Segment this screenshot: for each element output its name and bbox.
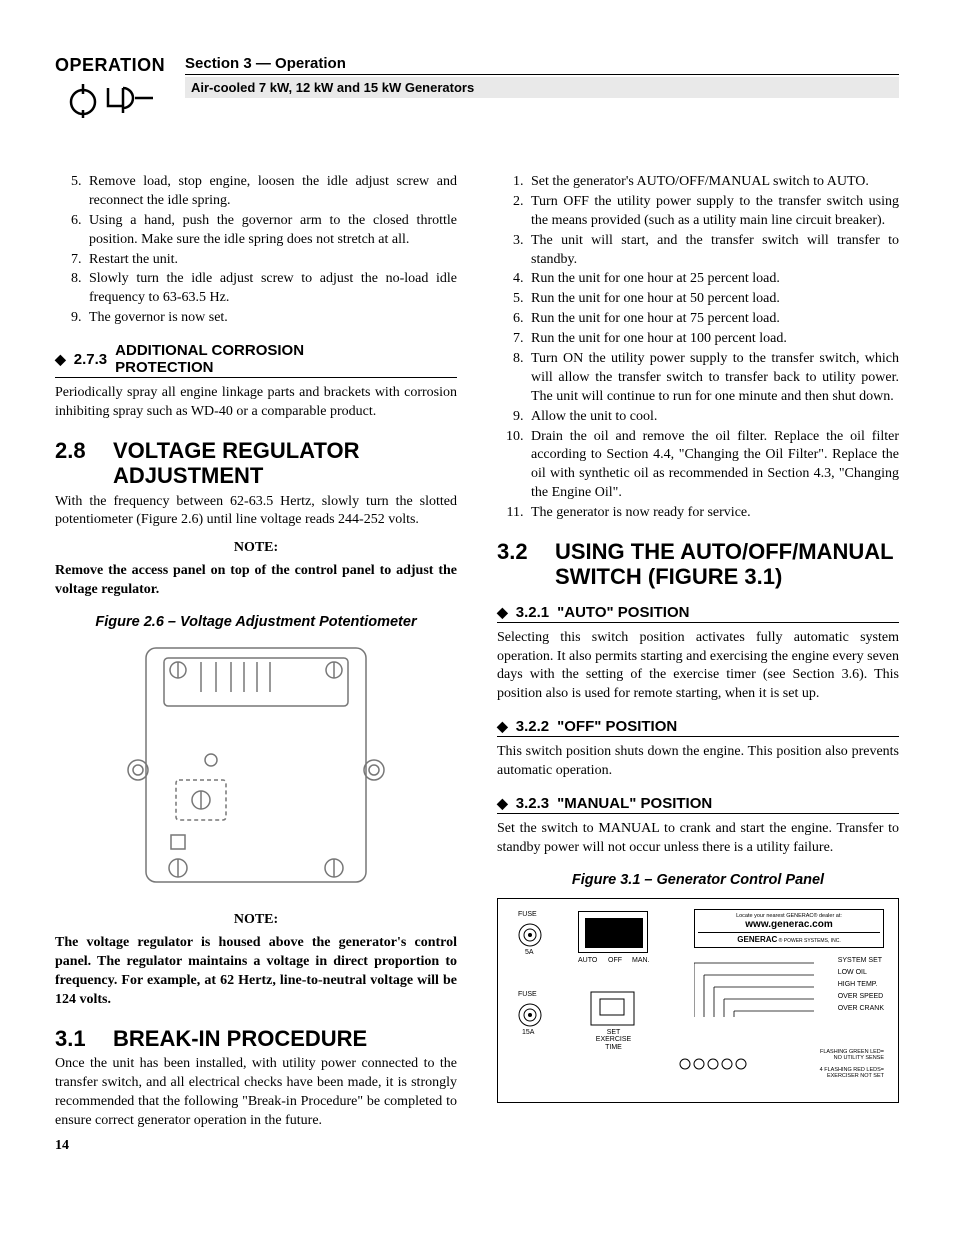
diamond-icon: ◆ xyxy=(55,351,66,368)
list-item: Turn OFF the utility power supply to the… xyxy=(527,193,899,231)
brand-box: Locate your nearest GENERAC® dealer at: … xyxy=(694,909,884,948)
figure-2-6-diagram xyxy=(116,640,396,890)
heading-3-2-3: ◆ 3.2.3 "MANUAL" POSITION xyxy=(497,795,899,814)
man-label: MAN. xyxy=(632,957,650,964)
diamond-icon: ◆ xyxy=(497,604,508,621)
fuse-label-1: FUSE xyxy=(518,911,537,918)
figure-2-6-caption: Figure 2.6 – Voltage Adjustment Potentio… xyxy=(55,614,457,630)
diamond-icon: ◆ xyxy=(497,718,508,735)
heading-3-2-2: ◆ 3.2.2 "OFF" POSITION xyxy=(497,718,899,737)
heading-text: VOLTAGE REGULATOR ADJUSTMENT xyxy=(113,438,457,489)
heading-text: USING THE AUTO/OFF/MANUAL SWITCH (FIGURE… xyxy=(555,539,899,590)
note-label: NOTE: xyxy=(55,540,457,556)
para-3-2-1: Selecting this switch position activates… xyxy=(497,629,899,705)
page-header: OPERATION Section 3 — Operation Air-cool… xyxy=(55,55,899,123)
heading-text: "AUTO" POSITION xyxy=(557,604,689,621)
fuse-label-2: FUSE xyxy=(518,991,537,998)
heading-num: 3.2.2 xyxy=(516,718,549,735)
fuse-icon xyxy=(518,1003,542,1027)
para-3-2-2: This switch position shuts down the engi… xyxy=(497,743,899,781)
left-column: Remove load, stop engine, loosen the idl… xyxy=(55,173,457,1154)
set-exercise-label: SET EXERCISE TIME xyxy=(591,1029,636,1052)
list-item: Using a hand, push the governor arm to t… xyxy=(85,212,457,250)
fuse-icon xyxy=(518,923,542,947)
list-breakin: Set the generator's AUTO/OFF/MANUAL swit… xyxy=(527,173,899,523)
led-label: LOW OIL xyxy=(838,967,884,979)
led-labels: SYSTEM SETLOW OILHIGH TEMP.OVER SPEEDOVE… xyxy=(838,955,884,1015)
url-text: www.generac.com xyxy=(698,919,880,930)
heading-2-7-3: ◆ 2.7.3 ADDITIONAL CORROSION PROTECTION xyxy=(55,342,457,378)
content-columns: Remove load, stop engine, loosen the idl… xyxy=(55,173,899,1154)
list-item: Slowly turn the idle adjust screw to adj… xyxy=(85,270,457,308)
heading-3-1: 3.1 BREAK-IN PROCEDURE xyxy=(55,1026,457,1051)
led-row xyxy=(678,1057,748,1076)
led-label: SYSTEM SET xyxy=(838,955,884,967)
heading-2-8: 2.8 VOLTAGE REGULATOR ADJUSTMENT xyxy=(55,438,457,489)
list-item: The governor is now set. xyxy=(85,309,457,328)
heading-3-2: 3.2 USING THE AUTO/OFF/MANUAL SWITCH (FI… xyxy=(497,539,899,590)
heading-num: 3.2.3 xyxy=(516,795,549,812)
list-governor: Remove load, stop engine, loosen the idl… xyxy=(85,173,457,328)
heading-text: BREAK-IN PROCEDURE xyxy=(113,1026,367,1051)
heading-num: 3.2.1 xyxy=(516,604,549,621)
operation-icon xyxy=(63,80,158,118)
list-item: Run the unit for one hour at 50 percent … xyxy=(527,290,899,309)
list-item: Turn ON the utility power supply to the … xyxy=(527,350,899,407)
legend-2: 4 FLASHING RED LEDS= EXERCISER NOT SET xyxy=(820,1067,884,1080)
heading-num: 3.1 xyxy=(55,1026,95,1051)
para-2-8: With the frequency between 62-63.5 Hertz… xyxy=(55,493,457,531)
list-item: The generator is now ready for service. xyxy=(527,504,899,523)
amp-label-2: 15A xyxy=(522,1029,534,1036)
list-item: Drain the oil and remove the oil filter.… xyxy=(527,428,899,504)
exercise-button-icon xyxy=(590,991,635,1026)
page-number: 14 xyxy=(55,1138,457,1154)
list-item: Run the unit for one hour at 100 percent… xyxy=(527,330,899,349)
section-title: Section 3 — Operation xyxy=(185,55,899,75)
list-item: Remove load, stop engine, loosen the idl… xyxy=(85,173,457,211)
amp-label-1: 5A xyxy=(525,949,534,956)
list-item: The unit will start, and the transfer sw… xyxy=(527,232,899,270)
note-label-2: NOTE: xyxy=(55,912,457,928)
section-subtitle: Air-cooled 7 kW, 12 kW and 15 kW Generat… xyxy=(185,77,899,98)
header-right: Section 3 — Operation Air-cooled 7 kW, 1… xyxy=(185,55,899,98)
operation-label: OPERATION xyxy=(55,55,165,76)
list-item: Restart the unit. xyxy=(85,251,457,270)
heading-num: 2.7.3 xyxy=(74,351,107,368)
para-2-7-3: Periodically spray all engine linkage pa… xyxy=(55,384,457,422)
off-label: OFF xyxy=(608,957,622,964)
header-left: OPERATION xyxy=(55,55,165,123)
led-label: OVER CRANK xyxy=(838,1003,884,1015)
list-item: Run the unit for one hour at 75 percent … xyxy=(527,310,899,329)
switch-box xyxy=(578,911,648,953)
brand-text: ® POWER SYSTEMS, INC. xyxy=(777,938,840,944)
list-item: Allow the unit to cool. xyxy=(527,408,899,427)
right-column: Set the generator's AUTO/OFF/MANUAL swit… xyxy=(497,173,899,1154)
heading-text: "OFF" POSITION xyxy=(557,718,677,735)
list-item: Run the unit for one hour at 25 percent … xyxy=(527,270,899,289)
led-label: OVER SPEED xyxy=(838,991,884,1003)
figure-3-1-panel: FUSE 5A FUSE 15A AUTO OFF MAN. SET EXERC… xyxy=(497,898,899,1103)
note-body-2: The voltage regulator is housed above th… xyxy=(55,934,457,1010)
para-3-2-3: Set the switch to MANUAL to crank and st… xyxy=(497,820,899,858)
list-item: Set the generator's AUTO/OFF/MANUAL swit… xyxy=(527,173,899,192)
legend-1: FLASHING GREEN LED= NO UTILITY SENSE xyxy=(820,1049,884,1062)
diamond-icon: ◆ xyxy=(497,795,508,812)
note-body-1: Remove the access panel on top of the co… xyxy=(55,562,457,600)
led-label: HIGH TEMP. xyxy=(838,979,884,991)
heading-text: "MANUAL" POSITION xyxy=(557,795,712,812)
para-3-1: Once the unit has been installed, with u… xyxy=(55,1055,457,1131)
heading-3-2-1: ◆ 3.2.1 "AUTO" POSITION xyxy=(497,604,899,623)
heading-num: 3.2 xyxy=(497,539,537,590)
figure-3-1-caption: Figure 3.1 – Generator Control Panel xyxy=(497,872,899,888)
auto-label: AUTO xyxy=(578,957,597,964)
heading-num: 2.8 xyxy=(55,438,95,489)
heading-text: ADDITIONAL CORROSION PROTECTION xyxy=(115,342,375,376)
